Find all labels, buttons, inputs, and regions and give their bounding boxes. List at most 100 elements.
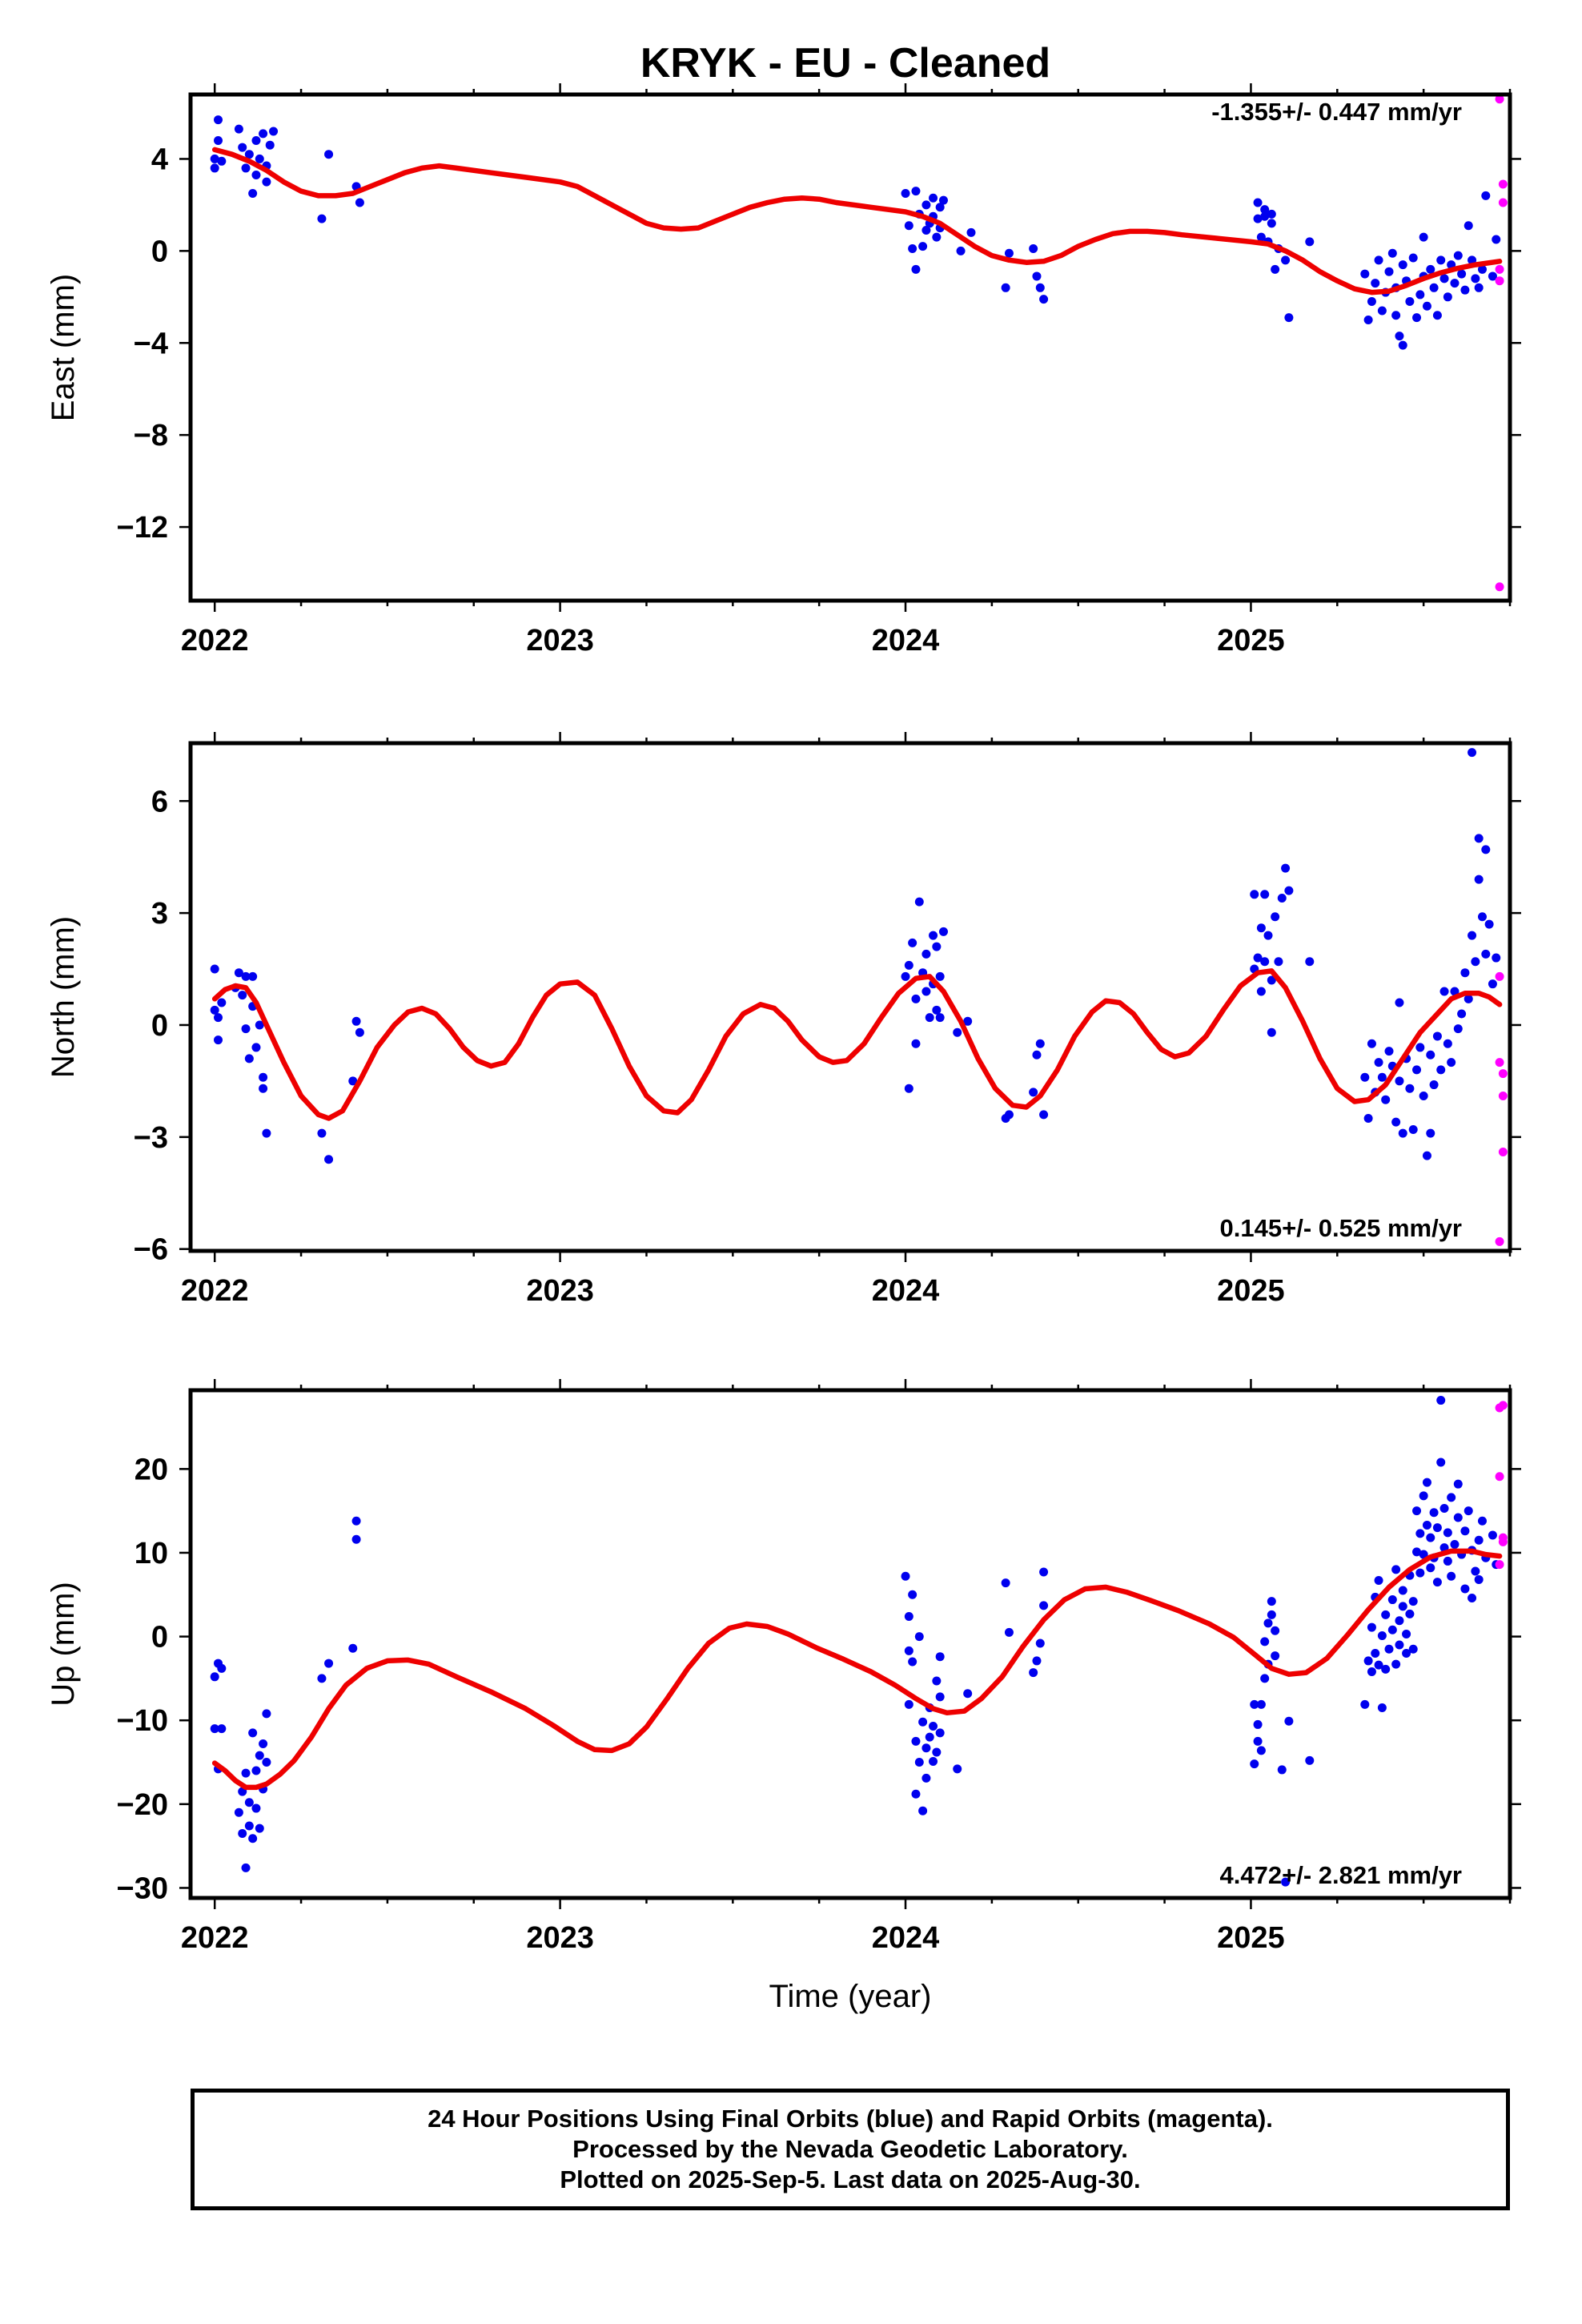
rapid-orbit-point	[1495, 1472, 1504, 1482]
final-orbit-point	[1260, 1674, 1270, 1683]
final-orbit-point	[1447, 1493, 1456, 1502]
final-orbit-point	[1439, 1504, 1449, 1514]
final-orbit-point	[251, 1043, 261, 1052]
y-tick-label: −10	[117, 1704, 168, 1738]
final-orbit-point	[1267, 1027, 1276, 1037]
final-orbit-point	[1408, 1124, 1418, 1134]
final-orbit-point	[1381, 1095, 1391, 1104]
final-orbit-point	[1457, 1009, 1467, 1019]
final-orbit-point	[234, 124, 243, 134]
final-orbit-point	[255, 1751, 264, 1760]
final-orbit-point	[1274, 957, 1283, 967]
final-orbit-point	[1398, 1602, 1407, 1611]
final-orbit-point	[1450, 279, 1460, 288]
final-orbit-point	[1398, 260, 1407, 270]
final-orbit-point	[317, 214, 327, 223]
final-orbit-point	[1488, 979, 1497, 989]
east-panel: 2022 2023 2024 2025 4 0 −4 −8 −12 East (mm) -1.355…	[46, 83, 1521, 657]
final-orbit-point	[1402, 1649, 1411, 1659]
final-orbit-point	[1305, 957, 1315, 967]
final-orbit-point	[1384, 267, 1394, 276]
final-orbit-point	[1250, 1759, 1259, 1769]
final-orbit-point	[1468, 255, 1477, 265]
final-orbit-point	[1032, 271, 1042, 281]
final-orbit-point	[1468, 1593, 1477, 1602]
final-orbit-point	[1488, 271, 1497, 281]
final-orbit-point	[244, 1054, 254, 1063]
final-orbit-point	[1426, 1533, 1435, 1542]
final-orbit-point	[935, 971, 945, 981]
y-tick-label: −8	[134, 419, 168, 452]
rapid-orbit-point	[1498, 1092, 1508, 1101]
final-orbit-point	[914, 897, 924, 907]
final-orbit-point	[1281, 255, 1291, 265]
final-orbit-point	[269, 127, 279, 136]
y-tick-label: −30	[117, 1872, 168, 1905]
y-tick-label: −20	[117, 1788, 168, 1822]
final-orbit-point	[1419, 232, 1428, 242]
final-orbit-point	[324, 150, 334, 159]
final-orbit-point	[217, 998, 227, 1007]
final-orbit-point	[1381, 1664, 1391, 1674]
model-fit-line	[211, 1548, 1503, 1791]
final-orbit-point	[1426, 264, 1435, 274]
final-orbit-point	[1419, 1092, 1428, 1101]
final-orbit-point	[1384, 1644, 1394, 1654]
y-axis-label: East (mm)	[46, 274, 81, 421]
final-orbit-point	[908, 243, 917, 253]
final-orbit-point	[1429, 1508, 1439, 1518]
final-orbit-point	[1405, 1084, 1415, 1093]
final-orbit-point	[1443, 292, 1452, 302]
final-orbit-point	[1035, 1638, 1045, 1648]
final-orbit-point	[317, 1674, 327, 1683]
final-orbit-point	[1384, 1047, 1394, 1056]
final-orbit-point	[248, 189, 258, 199]
final-orbit-point	[1419, 1491, 1428, 1501]
final-orbit-point	[1253, 198, 1263, 207]
final-orbit-point	[1281, 863, 1291, 873]
final-orbit-point	[351, 1534, 361, 1544]
final-orbit-point	[1453, 1024, 1463, 1034]
final-orbit-point	[1477, 1516, 1487, 1526]
footer-line-2: Processed by the Nevada Geodetic Laborat…	[572, 2135, 1128, 2163]
final-orbit-point	[901, 971, 910, 981]
final-orbit-point	[262, 1709, 271, 1719]
final-orbit-point	[1464, 1506, 1473, 1516]
final-orbit-point	[214, 115, 223, 125]
final-orbit-point	[1464, 994, 1473, 1003]
final-orbit-point	[921, 225, 931, 235]
final-orbit-point	[1488, 1530, 1497, 1540]
final-orbit-point	[1471, 957, 1480, 967]
final-orbit-point	[1256, 987, 1266, 996]
final-orbit-point	[1039, 1567, 1049, 1577]
final-orbit-point	[259, 1739, 268, 1748]
north-panel: 2022 2023 2024 2025 6 3 0 −3 −6 North (mm) 0.145+/…	[46, 732, 1521, 1308]
final-orbit-point	[1387, 1595, 1397, 1605]
final-orbit-point	[1422, 1151, 1431, 1160]
final-orbit-point	[1377, 306, 1387, 316]
final-orbit-point	[1468, 748, 1477, 758]
final-orbit-point	[1412, 1547, 1422, 1557]
final-orbit-point	[956, 246, 966, 255]
final-orbit-point	[929, 1722, 938, 1731]
final-orbit-point	[1477, 264, 1487, 274]
final-orbit-point	[1453, 251, 1463, 260]
final-orbit-point	[1477, 912, 1487, 922]
rapid-orbit-point	[1498, 1069, 1508, 1079]
y-tick-label: 0	[151, 1009, 168, 1043]
final-orbit-point	[355, 1027, 364, 1037]
final-orbit-point	[1436, 1065, 1446, 1075]
footer-line-1: 24 Hour Positions Using Final Orbits (bl…	[428, 2105, 1273, 2133]
final-orbit-point	[355, 198, 364, 207]
final-orbit-point	[210, 154, 219, 163]
final-orbit-point	[217, 1663, 227, 1673]
final-orbit-point	[1436, 1396, 1446, 1405]
final-orbit-point	[1260, 957, 1270, 967]
final-orbit-point	[210, 964, 219, 974]
final-orbit-point	[921, 1743, 931, 1753]
rapid-orbit-point	[1498, 1401, 1508, 1410]
final-orbit-point	[929, 1756, 938, 1766]
final-orbit-point	[255, 1823, 264, 1833]
final-orbit-point	[1402, 1629, 1411, 1638]
final-orbit-point	[234, 968, 243, 978]
